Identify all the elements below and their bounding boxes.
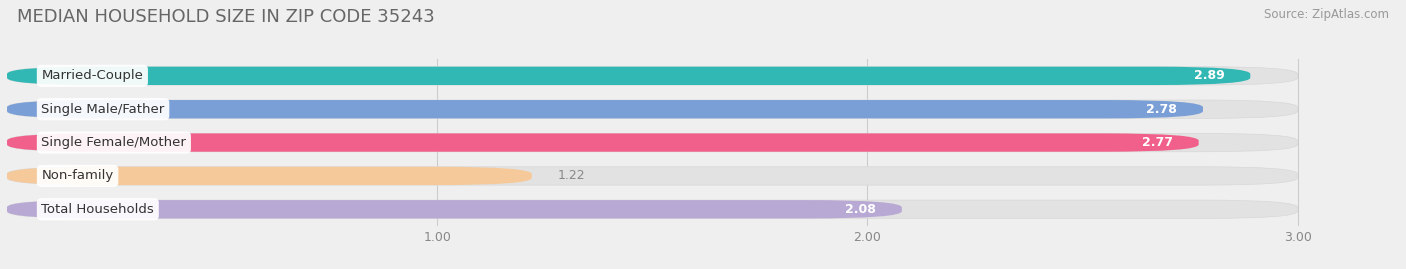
FancyBboxPatch shape — [7, 167, 531, 185]
Text: Single Male/Father: Single Male/Father — [41, 103, 165, 116]
Text: Total Households: Total Households — [41, 203, 155, 216]
Text: Source: ZipAtlas.com: Source: ZipAtlas.com — [1264, 8, 1389, 21]
FancyBboxPatch shape — [7, 100, 1298, 118]
FancyBboxPatch shape — [7, 200, 1298, 218]
FancyBboxPatch shape — [7, 133, 1298, 152]
Text: 2.78: 2.78 — [1146, 103, 1177, 116]
FancyBboxPatch shape — [7, 100, 1204, 118]
Text: MEDIAN HOUSEHOLD SIZE IN ZIP CODE 35243: MEDIAN HOUSEHOLD SIZE IN ZIP CODE 35243 — [17, 8, 434, 26]
FancyBboxPatch shape — [7, 67, 1250, 85]
Text: Married-Couple: Married-Couple — [41, 69, 143, 82]
FancyBboxPatch shape — [7, 167, 1298, 185]
FancyBboxPatch shape — [7, 133, 1199, 152]
Text: Single Female/Mother: Single Female/Mother — [41, 136, 187, 149]
Text: 2.77: 2.77 — [1142, 136, 1173, 149]
FancyBboxPatch shape — [7, 67, 1298, 85]
Text: 1.22: 1.22 — [558, 169, 585, 182]
Text: Non-family: Non-family — [41, 169, 114, 182]
Text: 2.08: 2.08 — [845, 203, 876, 216]
Text: 2.89: 2.89 — [1194, 69, 1225, 82]
FancyBboxPatch shape — [7, 200, 901, 218]
